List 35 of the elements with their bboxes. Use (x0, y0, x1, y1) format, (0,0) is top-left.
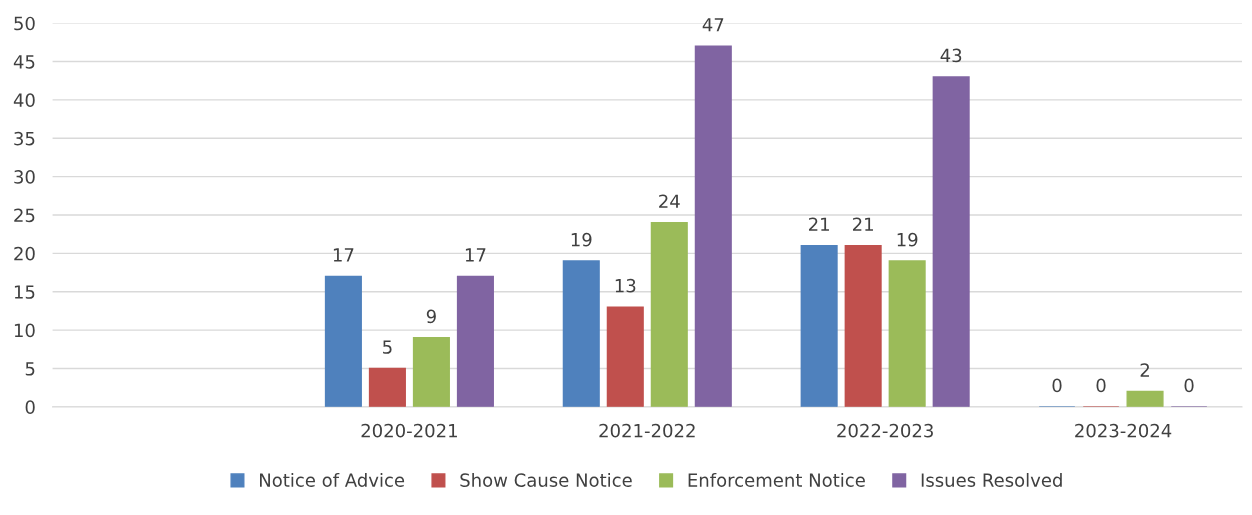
data-label: 19 (571, 232, 592, 247)
data-label: 24 (659, 194, 680, 208)
legend-label: Enforcement Notice (688, 472, 865, 487)
data-label: 2 (1140, 363, 1149, 377)
y-tick-label: 20 (14, 246, 35, 261)
legend-label: Issues Resolved (921, 472, 1062, 487)
legend-label: Show Cause Notice (460, 472, 632, 487)
legend-label: Notice of Advice (260, 472, 405, 487)
y-tick-label: 50 (14, 16, 35, 31)
data-label: 43 (940, 48, 962, 63)
x-tick-label: 2022-2023 (837, 423, 933, 438)
data-label: 21 (853, 217, 873, 231)
data-label: 9 (426, 309, 436, 324)
data-label: 47 (702, 18, 724, 32)
data-label: 13 (615, 278, 636, 293)
data-label: 0 (1052, 378, 1062, 393)
data-label: 21 (808, 217, 829, 231)
y-tick-label: 5 (25, 362, 35, 376)
y-tick-label: 0 (25, 400, 35, 414)
y-tick-label: 10 (14, 323, 35, 338)
y-tick-label: 45 (13, 55, 35, 69)
x-tick-label: 2023-2024 (1075, 423, 1172, 438)
data-label: 5 (383, 340, 392, 354)
data-label: 0 (1184, 378, 1194, 393)
y-tick-label: 40 (13, 93, 35, 108)
x-tick-label: 2020-2021 (361, 423, 457, 438)
y-tick-label: 25 (14, 208, 35, 223)
y-tick-label: 35 (14, 131, 35, 146)
y-tick-label: 15 (14, 285, 35, 299)
data-label: 17 (465, 248, 486, 262)
data-label: 0 (1096, 378, 1106, 393)
data-label: 17 (333, 248, 354, 262)
x-tick-label: 2021-2022 (599, 423, 695, 438)
y-tick-label: 30 (14, 170, 35, 184)
data-label: 19 (897, 232, 918, 247)
